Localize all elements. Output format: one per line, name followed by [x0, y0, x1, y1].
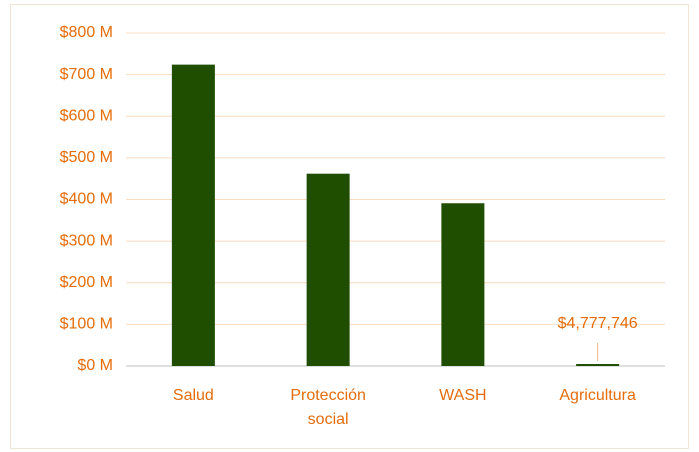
y-tick-label: $0 M — [77, 357, 113, 374]
x-tick-label: Agricultura — [559, 387, 636, 404]
value-label: $4,777,746 — [558, 315, 638, 332]
y-tick-label: $400 M — [60, 191, 113, 208]
bar — [441, 203, 485, 366]
bar — [171, 64, 215, 366]
y-tick-label: $600 M — [60, 107, 113, 124]
y-tick-label: $200 M — [60, 274, 113, 291]
x-tick-label: Salud — [172, 387, 214, 404]
y-tick-label: $700 M — [60, 66, 113, 83]
y-tick-label: $500 M — [60, 149, 113, 166]
x-tick-label: Protección social — [290, 387, 366, 428]
bar — [306, 173, 350, 366]
y-tick-label: $100 M — [60, 316, 113, 333]
chart-frame — [10, 4, 689, 449]
y-tick-label: $300 M — [60, 232, 113, 249]
y-tick-label: $800 M — [60, 24, 113, 41]
bar — [576, 364, 620, 366]
x-tick-label: WASH — [439, 387, 487, 404]
